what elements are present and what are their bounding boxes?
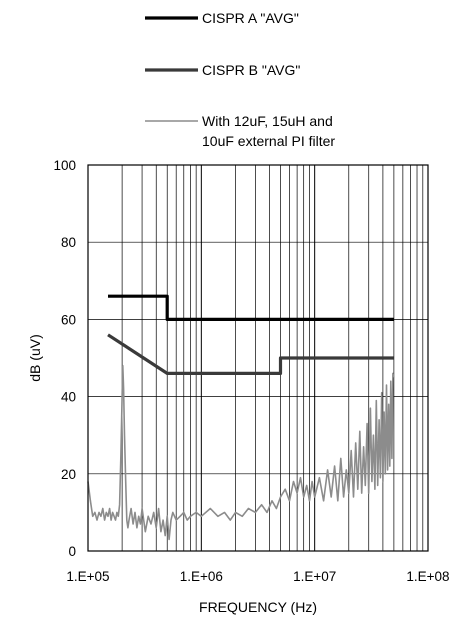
series-line-3 [87,364,395,541]
chart-series-group [87,294,395,541]
y-tick-label: 40 [61,390,76,405]
y-tick-label: 100 [53,158,76,173]
legend-label: With 12uF, 15uH and [202,113,333,129]
x-tick-label: 1.E+05 [66,569,109,584]
legend-label: CISPR B "AVG" [202,62,300,78]
chart-legend: CISPR A "AVG" CISPR B "AVG" With 12uF, 15u… [145,10,335,149]
x-tick-label: 1.E+08 [406,569,449,584]
x-tick-label: 1.E+06 [180,569,223,584]
x-tick-label: 1.E+07 [293,569,336,584]
x-axis-title: FREQUENCY (Hz) [199,599,317,615]
legend-label: CISPR A "AVG" [202,10,299,26]
plot-frame [87,164,429,552]
y-axis-title: dB (uV) [27,334,43,381]
y-tick-label: 60 [61,312,76,327]
series-line-1 [108,294,394,321]
series-line-2 [107,333,394,375]
y-tick-label: 80 [61,235,76,250]
y-tick-label: 0 [68,544,76,559]
chart-tick-labels: 0 20 40 60 80 100 1.E+05 1.E+06 1.E+07 1.E+08 [53,158,449,584]
y-tick-label: 20 [61,467,76,482]
legend-label: 10uF external PI filter [202,133,335,149]
